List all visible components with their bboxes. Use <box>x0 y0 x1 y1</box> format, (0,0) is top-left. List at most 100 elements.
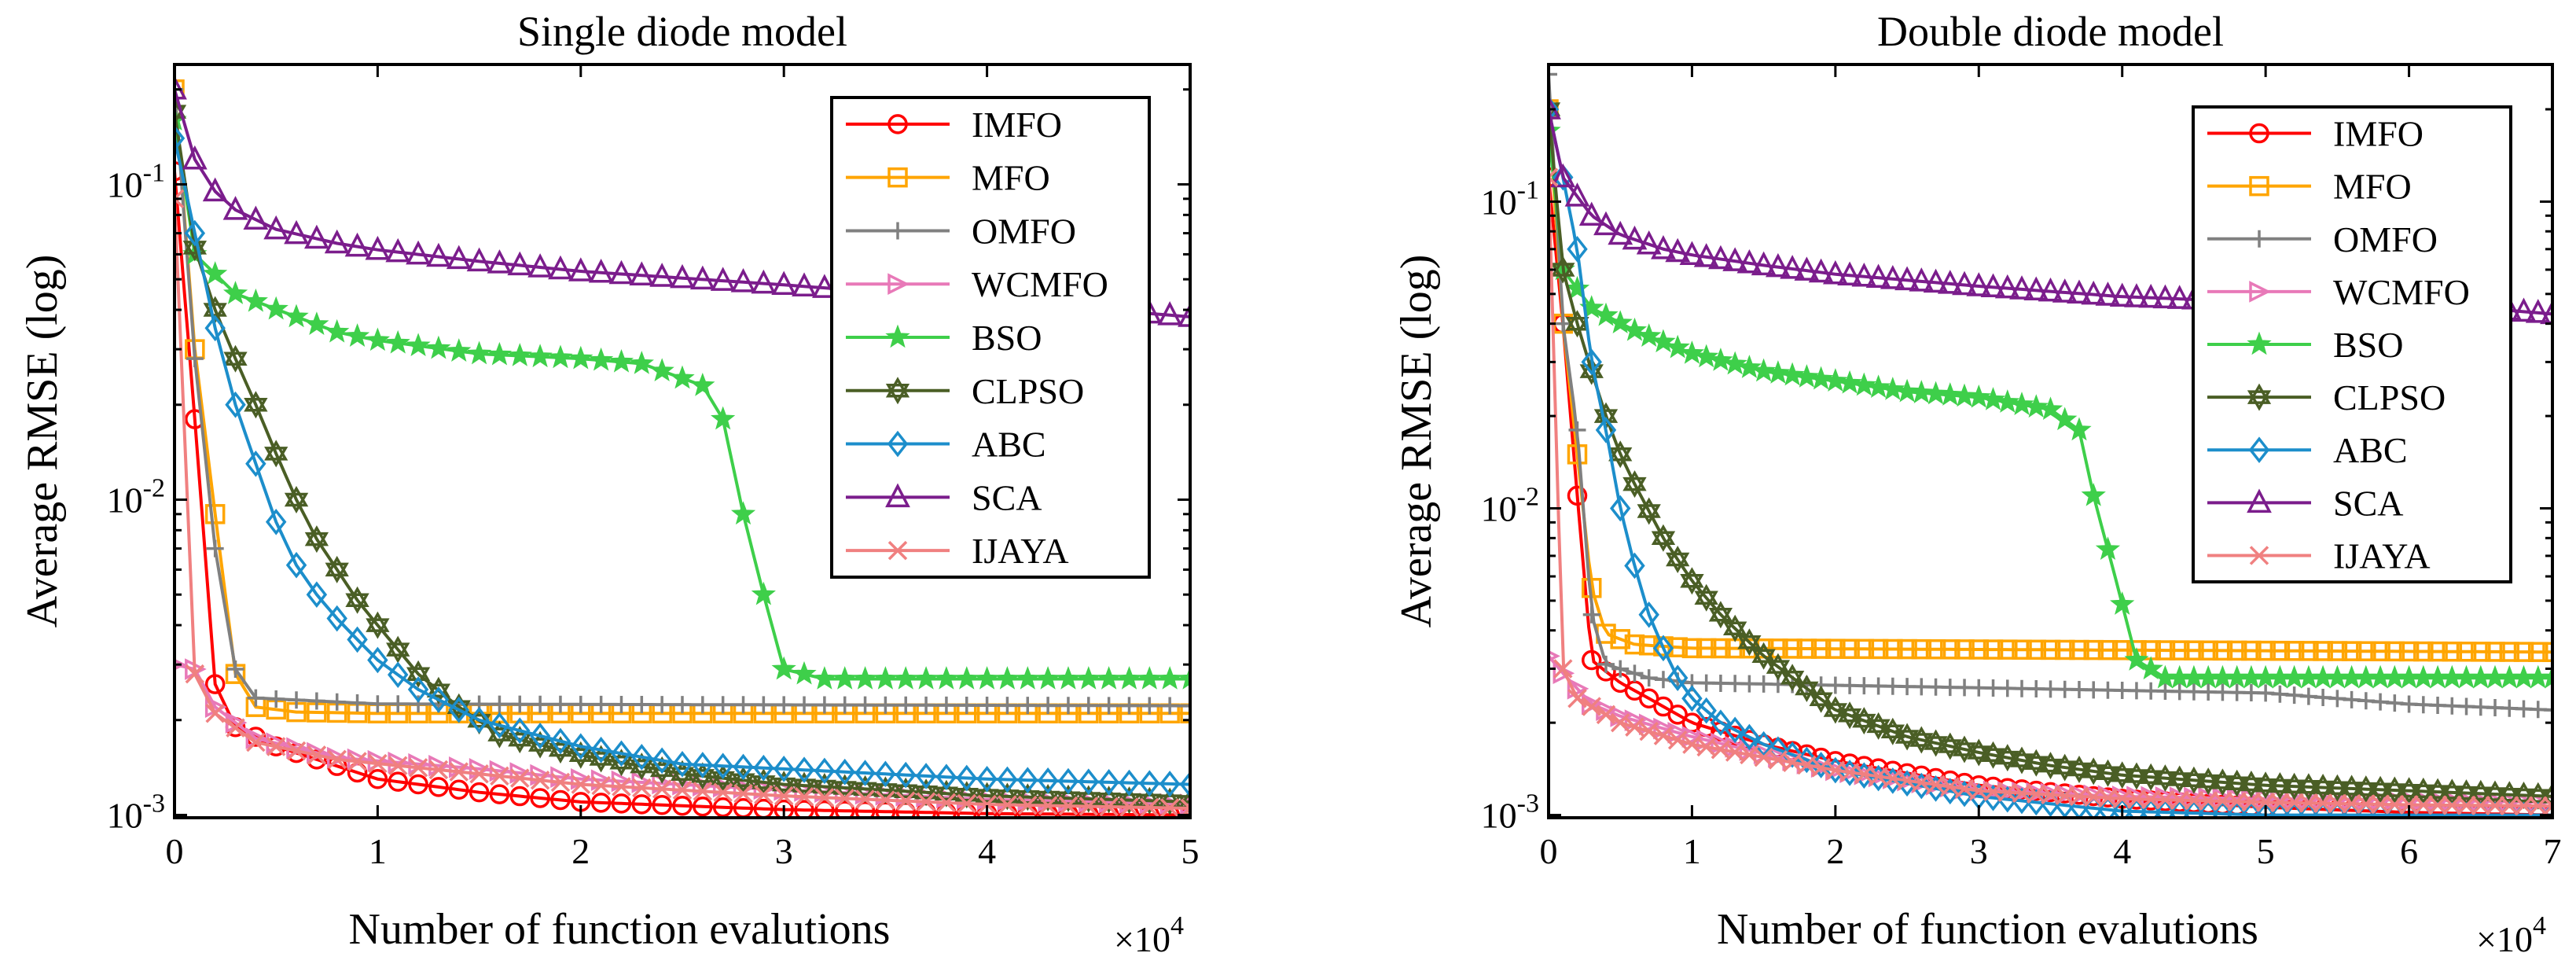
data-point <box>466 247 492 272</box>
data-point <box>367 646 388 674</box>
data-point <box>954 666 979 690</box>
data-point <box>957 793 976 814</box>
data-point <box>811 274 837 298</box>
data-point <box>1161 697 1179 715</box>
data-point <box>2299 793 2319 813</box>
data-point <box>631 794 652 815</box>
data-point <box>1039 697 1057 715</box>
data-point <box>1940 639 1960 660</box>
data-point <box>1823 368 1848 392</box>
data-point <box>937 696 955 714</box>
data-point <box>1679 340 1705 364</box>
data-point <box>1609 495 1631 522</box>
data-point <box>836 696 854 714</box>
data-point <box>304 311 329 335</box>
legend-label: BSO <box>2333 325 2403 365</box>
data-point <box>347 626 368 653</box>
data-point <box>446 245 472 270</box>
data-point <box>1159 798 1180 818</box>
data-point <box>2370 794 2390 815</box>
data-point <box>466 340 492 365</box>
series-bso <box>1549 118 2552 689</box>
data-point <box>1880 265 1905 289</box>
data-point <box>1780 664 1805 692</box>
data-point <box>1624 552 1645 580</box>
legend-marker <box>2249 123 2269 144</box>
data-point <box>1564 182 1590 207</box>
data-point <box>812 666 837 690</box>
data-point <box>2098 788 2118 808</box>
data-point <box>2109 282 2135 307</box>
data-point <box>2442 795 2462 815</box>
data-point <box>507 343 532 366</box>
data-point <box>307 692 325 710</box>
data-point <box>753 754 774 782</box>
data-point <box>347 752 367 771</box>
data-point <box>2540 664 2552 689</box>
data-point <box>1983 639 2004 660</box>
data-point <box>388 661 409 689</box>
data-point <box>815 696 833 714</box>
data-point <box>834 758 855 786</box>
data-point <box>2485 796 2505 815</box>
legend-item-sca: SCA <box>2207 483 2403 523</box>
legend-item-abc: ABC <box>2207 430 2408 470</box>
series-line-mfo <box>175 89 1190 716</box>
data-point <box>1839 760 1861 786</box>
data-point <box>551 695 569 713</box>
data-point <box>1983 784 2004 811</box>
data-point <box>1851 262 1877 287</box>
data-point <box>527 253 553 278</box>
data-point <box>1724 716 1746 744</box>
data-point <box>367 769 388 789</box>
data-point <box>469 706 490 734</box>
legend-marker <box>887 273 910 296</box>
data-point <box>934 666 959 690</box>
data-point <box>672 780 693 800</box>
data-point <box>794 800 814 818</box>
data-point <box>325 318 350 343</box>
data-point <box>2067 417 2092 441</box>
data-point <box>389 695 407 713</box>
data-point <box>182 145 208 170</box>
data-point <box>674 696 691 714</box>
data-point <box>895 761 917 789</box>
data-point <box>1639 721 1659 741</box>
data-point <box>1865 374 1891 399</box>
data-point <box>428 777 449 797</box>
data-point <box>917 696 935 714</box>
data-point <box>1722 247 1748 271</box>
data-point <box>2356 794 2376 814</box>
legend-item-bso: BSO <box>846 318 1042 358</box>
data-point <box>814 800 835 818</box>
data-point <box>1710 709 1732 736</box>
data-point <box>1696 697 1717 724</box>
data-point <box>385 237 411 263</box>
legend-item-imfo: IMFO <box>2207 114 2423 154</box>
x-tick-label: 2 <box>1826 831 1844 871</box>
data-point <box>530 788 550 808</box>
data-point <box>285 551 307 579</box>
data-point <box>974 666 1000 690</box>
data-point <box>1593 302 1619 326</box>
data-point <box>1737 628 1762 657</box>
data-point <box>611 740 632 767</box>
data-point <box>1693 243 1719 267</box>
data-point <box>2525 299 2551 323</box>
data-point <box>2138 283 2164 308</box>
legend-label: OMFO <box>972 211 1076 251</box>
data-point <box>1796 638 1817 659</box>
data-point <box>1596 705 1616 725</box>
data-point <box>977 794 997 815</box>
axes-box <box>1547 63 2554 819</box>
data-point <box>531 695 549 713</box>
data-point <box>328 693 346 711</box>
legend-marker <box>887 540 908 561</box>
legend-label: MFO <box>972 158 1050 198</box>
data-point <box>774 786 794 806</box>
data-point <box>1952 270 1977 296</box>
data-point <box>2041 785 2060 805</box>
data-point <box>1622 317 1648 341</box>
data-point <box>612 777 631 797</box>
data-point <box>1839 638 1860 659</box>
